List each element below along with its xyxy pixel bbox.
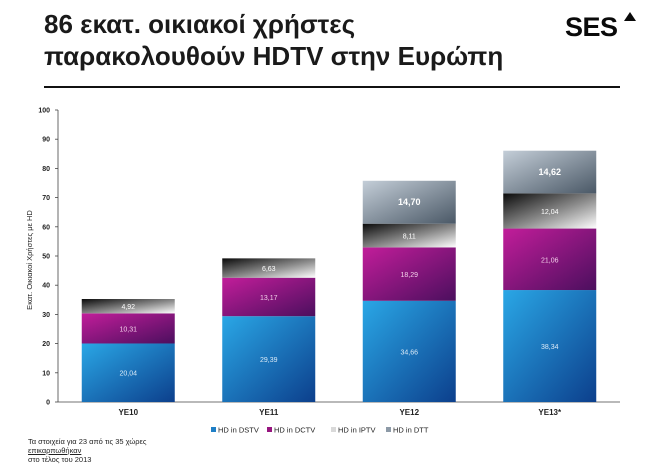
data-label: 34,66 bbox=[400, 349, 418, 356]
y-tick-label: 60 bbox=[42, 224, 50, 231]
value-labels: 20,04 10,31 4,92 29,39 13,17 6,63 34,66 18,29 8,… bbox=[119, 167, 561, 378]
page-title: 86 εκατ. οικιακοί χρήστες παρακολουθούν … bbox=[44, 8, 564, 72]
y-axis-title: Εκατ. Οικιακοί Χρήστες με HD bbox=[25, 210, 34, 310]
legend-label: HD in DSTV bbox=[218, 426, 259, 435]
bar-segment bbox=[362, 300, 456, 402]
data-label: 6,63 bbox=[262, 266, 276, 273]
data-label: 21,06 bbox=[541, 257, 559, 264]
legend-label: HD in DTT bbox=[393, 426, 429, 435]
y-tick-label: 30 bbox=[42, 312, 50, 319]
y-tick-label: 20 bbox=[42, 341, 50, 348]
data-label: 29,39 bbox=[260, 357, 278, 364]
y-tick-label: 40 bbox=[42, 283, 50, 290]
legend-swatch bbox=[211, 427, 216, 432]
bar-segment bbox=[362, 223, 456, 248]
data-label: 4,92 bbox=[121, 304, 135, 311]
bar-segment bbox=[503, 150, 597, 194]
x-axis-labels: YE10 YE11 YE12 YE13* bbox=[118, 408, 562, 417]
bar-segment bbox=[362, 247, 456, 301]
y-tick-label: 50 bbox=[42, 254, 50, 261]
bar-segment bbox=[81, 313, 175, 344]
data-label: 8,11 bbox=[403, 234, 416, 241]
legend: HD in DSTV HD in DCTV HD in IPTV HD in DTT bbox=[211, 426, 429, 435]
title-line-1: 86 εκατ. οικιακοί χρήστες bbox=[44, 9, 356, 39]
y-tick-label: 0 bbox=[46, 400, 50, 407]
y-tick-label: 10 bbox=[42, 370, 50, 377]
ses-logo-triangle-icon bbox=[624, 12, 636, 21]
ses-logo: SES bbox=[565, 12, 618, 42]
y-tick-label: 80 bbox=[42, 166, 50, 173]
bar-segment bbox=[81, 299, 175, 314]
bar-segment bbox=[81, 343, 175, 402]
data-label: 10,31 bbox=[119, 326, 137, 333]
data-label: 20,04 bbox=[119, 371, 137, 378]
bar-segment bbox=[503, 193, 597, 229]
legend-swatch bbox=[331, 427, 336, 432]
data-label: 38,34 bbox=[541, 344, 559, 351]
legend-label: HD in DCTV bbox=[274, 426, 315, 435]
footnote-underlined: επικαρπωθήκαν bbox=[28, 446, 82, 455]
data-label: 13,17 bbox=[260, 295, 278, 302]
x-tick-label: YE13* bbox=[538, 408, 562, 417]
data-label: 14,62 bbox=[538, 167, 561, 177]
legend-swatch bbox=[267, 427, 272, 432]
bars bbox=[81, 150, 597, 402]
footnote-line-1: Τα στοιχεία για 23 από τις 35 χώρες bbox=[28, 437, 147, 446]
title-line-2: παρακολουθούν HDTV στην Ευρώπη bbox=[44, 41, 504, 71]
footnote-line-2: επικαρπωθήκαν στο τέλος του 2013 bbox=[28, 446, 146, 464]
footnote-tail: στο τέλος του 2013 bbox=[28, 455, 92, 464]
x-tick-label: YE11 bbox=[259, 408, 279, 417]
y-tick-label: 70 bbox=[42, 195, 50, 202]
bar-segment bbox=[222, 277, 316, 317]
bar-segment bbox=[503, 290, 597, 402]
bar-segment bbox=[222, 316, 316, 402]
legend-swatch bbox=[386, 427, 391, 432]
data-label: 14,70 bbox=[398, 197, 421, 207]
x-tick-label: YE12 bbox=[399, 408, 419, 417]
data-label: 12,04 bbox=[541, 209, 559, 216]
y-tick-label: 90 bbox=[42, 137, 50, 144]
data-label: 18,29 bbox=[400, 272, 418, 279]
y-axis: 0 10 20 30 40 50 60 70 80 90 100 bbox=[38, 108, 620, 407]
bar-segment bbox=[222, 258, 316, 278]
y-tick-label: 100 bbox=[38, 108, 50, 115]
bar-segment bbox=[362, 180, 456, 224]
footnote: Τα στοιχεία για 23 από τις 35 χώρες επικ… bbox=[28, 437, 146, 464]
bar-segment bbox=[503, 228, 597, 291]
legend-label: HD in IPTV bbox=[338, 426, 376, 435]
x-tick-label: YE10 bbox=[118, 408, 138, 417]
title-divider bbox=[44, 86, 620, 88]
